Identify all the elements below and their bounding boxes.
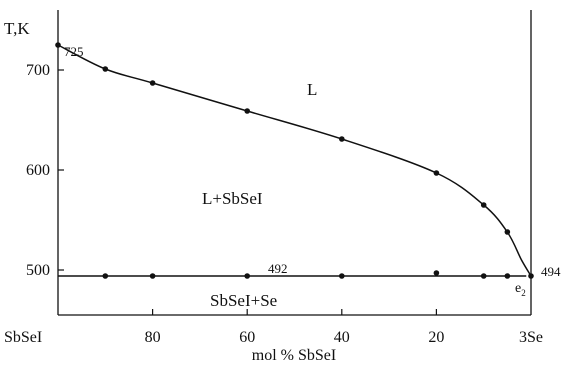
liquidus-curve (57, 44, 532, 277)
y-tick-label-700: 700 (26, 62, 50, 79)
eutectic-point-4 (433, 270, 440, 276)
region-label-L-SbSeI: L+SbSeI (202, 189, 263, 208)
label-e2-base: e (515, 281, 521, 296)
eutectic-point-1 (149, 273, 156, 279)
ticks: 500 600 700 80 60 40 20 (26, 62, 444, 346)
eutectic-point-2 (244, 273, 250, 279)
x-tick-label-20: 20 (428, 329, 444, 346)
eutectic-point-5 (480, 273, 487, 279)
label-494: 494 (541, 264, 561, 279)
eutectic-point-0 (102, 273, 109, 279)
eutectic-point-6 (504, 273, 511, 279)
label-e2-subscript: 2 (521, 288, 526, 298)
label-492: 492 (268, 261, 288, 276)
axes (57, 10, 532, 316)
x-tick-label-80: 80 (145, 329, 161, 346)
label-725: 725 (64, 44, 84, 59)
liquidus-point-7 (504, 229, 511, 235)
x-tick-label-60: 60 (239, 329, 255, 346)
liquidus-point-4 (339, 136, 345, 142)
region-label-SbSeI-Se: SbSeI+Se (210, 291, 277, 310)
x-end-label-left: SbSeI (4, 329, 42, 346)
liquidus-point-8 (528, 273, 534, 279)
x-end-label-right: 3Se (519, 329, 543, 346)
label-e2: e2 (515, 281, 526, 298)
liquidus-point-5 (433, 170, 440, 176)
data-points (55, 42, 534, 279)
region-label-L: L (307, 80, 317, 99)
x-tick-label-40: 40 (334, 329, 350, 346)
x-axis-label: mol % SbSeI (252, 347, 336, 364)
curves (57, 44, 532, 277)
eutectic-point-3 (339, 273, 345, 279)
y-tick-label-500: 500 (26, 262, 50, 279)
liquidus-point-2 (149, 80, 156, 86)
liquidus-point-0 (55, 42, 61, 48)
y-tick-label-600: 600 (26, 162, 50, 179)
y-axis-label: T,K (4, 19, 30, 38)
liquidus-point-1 (102, 66, 109, 72)
liquidus-point-3 (244, 108, 250, 114)
liquidus-point-6 (480, 202, 487, 208)
